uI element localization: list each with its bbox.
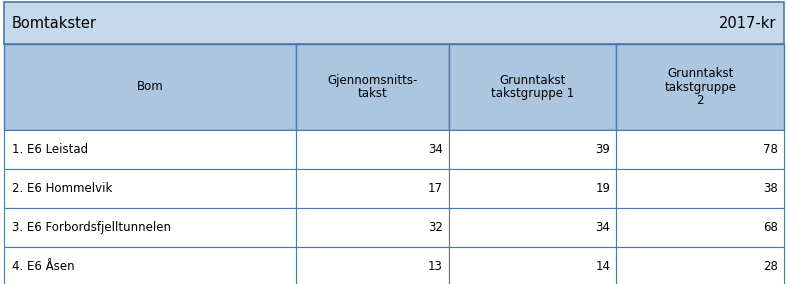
Text: takstgruppe 1: takstgruppe 1 [491,87,574,100]
Bar [296,247,448,284]
Text: 68: 68 [763,221,778,234]
Bar [448,169,616,208]
Bar [4,130,296,169]
Bar [448,247,616,284]
Text: 4. E6 Åsen: 4. E6 Åsen [12,260,75,273]
Text: takstgruppe: takstgruppe [664,80,736,93]
Text: Bom: Bom [137,80,164,93]
Bar [616,130,784,169]
Text: 1. E6 Leistad: 1. E6 Leistad [12,143,88,156]
Bar [616,208,784,247]
Bar [4,208,296,247]
Text: 17: 17 [428,182,443,195]
Bar [4,44,296,130]
Bar [296,44,448,130]
Text: 28: 28 [763,260,778,273]
Bar [448,44,616,130]
Bar [296,169,448,208]
Text: 2017-kr: 2017-kr [719,16,776,30]
Text: 39: 39 [596,143,610,156]
Text: takst: takst [358,87,388,100]
Bar [4,247,296,284]
Bar [616,169,784,208]
Text: 78: 78 [763,143,778,156]
Bar [616,44,784,130]
Bar [448,208,616,247]
Text: Gjennomsnitts-: Gjennomsnitts- [327,74,418,87]
Text: Grunntakst: Grunntakst [667,67,734,80]
Bar [4,169,296,208]
Text: 2: 2 [697,94,704,107]
Text: 3. E6 Forbordsfjelltunnelen: 3. E6 Forbordsfjelltunnelen [12,221,171,234]
Text: 32: 32 [428,221,443,234]
Bar [448,130,616,169]
Bar [296,130,448,169]
Text: Bomtakster: Bomtakster [12,16,97,30]
Text: 14: 14 [595,260,610,273]
Bar [4,2,784,44]
Text: Grunntakst: Grunntakst [500,74,566,87]
Text: 38: 38 [764,182,778,195]
Text: 34: 34 [428,143,443,156]
Text: 19: 19 [595,182,610,195]
Text: 34: 34 [596,221,610,234]
Text: 2. E6 Hommelvik: 2. E6 Hommelvik [12,182,113,195]
Text: 13: 13 [428,260,443,273]
Bar [296,208,448,247]
Bar [616,247,784,284]
